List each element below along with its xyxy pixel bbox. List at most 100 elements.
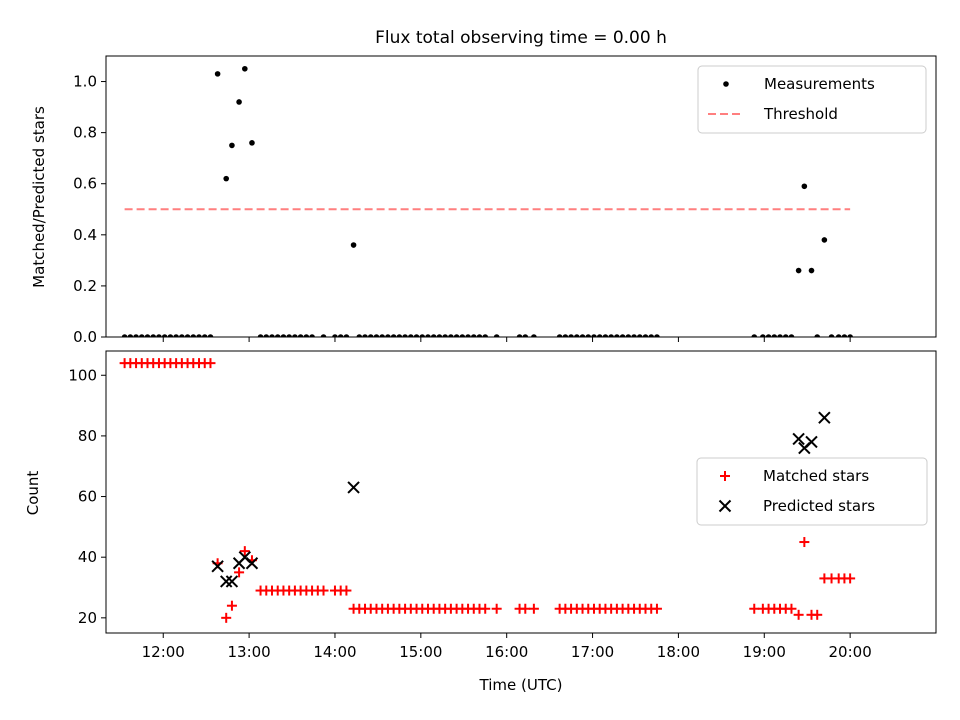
x-tick-label: 19:00 [743,643,786,661]
measurements-point [482,334,489,337]
matched-stars-point [520,603,531,614]
matched-stars-point [205,358,216,369]
measurements-point [841,334,848,337]
legend-frame [697,65,927,134]
y-tick-label: 0.8 [73,124,97,142]
measurements-point [568,334,574,337]
predicted-stars-point [805,435,818,449]
top-axes-frame [105,55,937,338]
measurements-point [396,334,403,337]
measurements-point [280,334,287,337]
measurements-point [269,334,275,337]
x-tick-label: 12:00 [142,643,185,661]
measurements-point [236,99,242,105]
measurements-point [765,334,772,337]
bottom-axes-frame [105,350,937,634]
matched-stars-point [491,603,502,614]
measurements-point [362,334,368,337]
x-tick-label: 14:00 [313,643,356,661]
predicted-stars-point [818,411,831,424]
measurements-point [493,334,500,337]
measurements-point [138,334,145,337]
measurements-point [625,334,632,337]
bottom-legend: Matched stars Predicted stars [696,457,928,526]
bottom-plot-area [119,358,856,623]
measurements-point [782,334,789,337]
y-tick-label: 1.0 [73,73,97,91]
measurements-point [408,334,414,337]
measurements-point [367,334,374,337]
measurements-point [619,334,626,337]
measurements-point [579,334,586,337]
measurements-point [596,334,603,337]
measurements-point [127,334,134,337]
measurements-point [821,237,828,243]
measurements-point [337,334,344,337]
top-y-axis-label: Matched/Predicted stars [30,106,48,288]
measurements-point [303,334,310,337]
top-y-ticks: 0.0 0.2 0.4 0.6 0.8 1.0 [73,73,106,346]
top-panel: 0.0 0.2 0.4 0.6 0.8 1.0 Matched/Predicted sta… [30,55,937,346]
measurements-point [133,334,139,337]
x-tick-label: 20:00 [829,643,872,661]
measurements-point [390,334,397,337]
measurements-point [771,334,778,337]
matched-stars-point [234,567,245,578]
y-tick-label: 40 [78,548,97,566]
measurements-point [777,334,783,337]
measurements-point [184,334,191,337]
measurements-point [760,334,766,337]
x-tick-label: 13:00 [227,643,270,661]
matched-stars-point [749,603,760,614]
measurements-point [531,334,537,337]
x-tick-label: 16:00 [485,643,528,661]
measurements-point [161,334,168,337]
measurements-point [144,334,151,337]
measurements-point [419,334,426,337]
predicted-stars-point [245,557,259,570]
y-tick-label: 100 [68,366,97,384]
measurements-point [430,334,437,337]
legend-swatch [723,81,729,87]
measurements-point [574,334,580,337]
measurements-point [648,334,655,337]
matched-stars-point [528,603,539,614]
measurements-point [828,334,835,337]
measurements-point [442,334,448,337]
measurements-point [556,334,563,337]
predicted-stars-point [792,432,805,446]
x-tick-label: 17:00 [571,643,614,661]
measurements-point [190,334,197,337]
measurements-point [476,334,483,337]
measurements-point [343,334,350,337]
x-tick-label: 15:00 [399,643,442,661]
measurements-point [242,65,248,72]
figure-title: Flux total observing time = 0.00 h [375,28,667,48]
measurements-point [257,334,264,337]
measurements-point [229,142,235,149]
legend-frame [696,457,928,526]
measurements-point [814,334,821,337]
measurements-point [788,334,795,337]
legend-label: Matched stars [763,467,869,485]
measurements-point [614,334,620,337]
matched-stars-point [239,546,250,557]
measurements-point [379,334,385,337]
measurements-point [350,242,357,248]
measurements-point [292,334,298,337]
matched-stars-point [651,603,662,614]
y-tick-label: 80 [78,427,97,445]
measurements-point [413,334,420,337]
measurements-point [201,334,208,337]
top-legend: Measurements Threshold [697,65,927,134]
bottom-y-ticks: 20 40 60 80 100 [68,366,106,627]
matched-stars-point [793,609,804,620]
matched-stars-point [341,585,352,596]
measurements-point [465,334,471,337]
measurements-point [448,334,454,337]
top-plot-area [121,65,853,337]
measurements-point [631,334,637,337]
series-layer [119,358,856,623]
matched-stars-point [799,537,810,548]
top-x-ticks [162,337,851,342]
